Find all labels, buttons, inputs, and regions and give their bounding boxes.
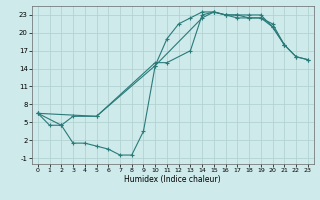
X-axis label: Humidex (Indice chaleur): Humidex (Indice chaleur) xyxy=(124,175,221,184)
